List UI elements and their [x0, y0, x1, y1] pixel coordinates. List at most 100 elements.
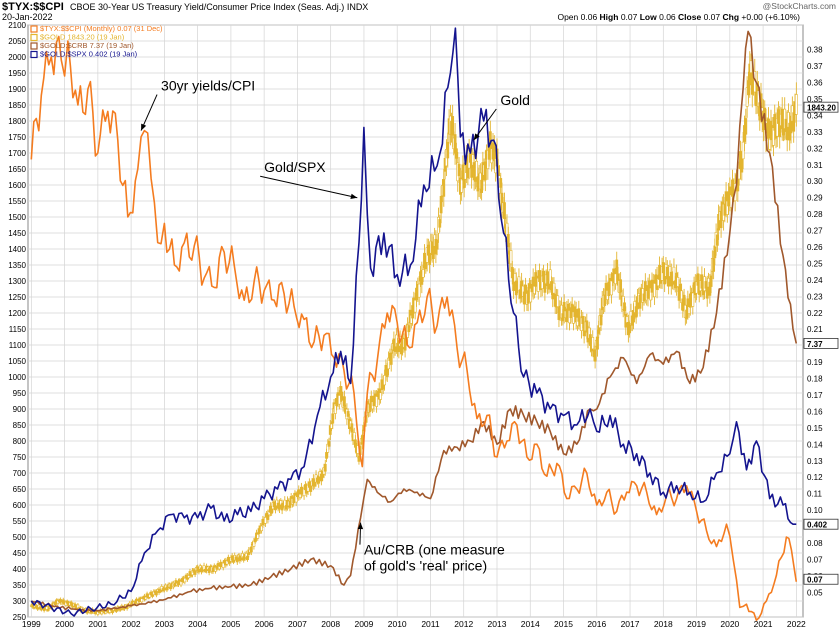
gold-bar-body [483, 161, 487, 181]
gold-bar-body [46, 608, 50, 612]
x-tick-label: 2022 [787, 619, 806, 629]
x-tick-label: 2002 [122, 619, 141, 629]
x-tick-label: 2004 [188, 619, 207, 629]
gold-bar-body [503, 202, 506, 219]
right-tick-label: 0.11 [807, 490, 823, 499]
left-tick-label: 1400 [8, 245, 26, 254]
x-tick-label: 2018 [654, 619, 673, 629]
x-tick-label: 2013 [488, 619, 507, 629]
axis-layer: 1999 2000 2001 2002 2003 2004 2005 2006 2007 2008… [8, 21, 823, 629]
gold-bar-body [533, 285, 536, 295]
gold-bar-body [593, 349, 597, 362]
x-tick-label: 1999 [22, 619, 41, 629]
legend-swatch [30, 25, 38, 33]
left-tick-label: 1350 [8, 261, 26, 270]
low-value: 0.06 [659, 12, 676, 22]
gold-bar-body [442, 179, 446, 197]
last-value-tag: 7.37 [807, 340, 823, 349]
left-tick-label: 1200 [8, 309, 26, 318]
ohlc-readout: Open 0.06 High 0.07 Low 0.06 Close 0.07 … [557, 12, 800, 22]
gold-bar-body [169, 584, 173, 590]
gold-bar-body [610, 280, 613, 296]
gold-bar-body [270, 508, 274, 514]
left-tick-label: 1750 [8, 133, 26, 142]
legend-swatch [30, 42, 38, 50]
gold-bar-body [687, 306, 691, 314]
right-tick-label: 0.38 [807, 46, 823, 55]
left-tick-label: 1800 [8, 117, 26, 126]
gold-bar-body [253, 538, 257, 543]
annotation-text: Au/CRB (one measure [364, 542, 505, 558]
gold-bar-body [313, 482, 317, 487]
left-tick-label: 350 [13, 581, 27, 590]
gold-bar-body [709, 275, 713, 287]
gold-bar-body [389, 352, 393, 365]
series-line-0 [30, 35, 798, 621]
left-tick-label: 1100 [9, 341, 27, 350]
gold-bar-body [331, 413, 335, 424]
annotation-arrowhead [357, 522, 364, 530]
gold-bar-body [288, 501, 292, 508]
left-tick-label: 1850 [8, 101, 26, 110]
annotation-arrow [140, 94, 158, 131]
left-tick-label: 1150 [9, 325, 27, 334]
left-tick-label: 1450 [8, 229, 26, 238]
left-tick-label: 400 [13, 565, 27, 574]
gold-bar-body [246, 555, 249, 560]
left-tick-label: 1950 [8, 69, 26, 78]
right-tick-label: 0.21 [807, 325, 823, 334]
gold-bar-body [413, 299, 417, 313]
right-tick-label: 0.14 [807, 440, 823, 449]
gold-bar-body [737, 167, 741, 180]
gold-bar-body [653, 283, 656, 298]
last-value-tag: 0.07 [807, 576, 823, 585]
left-tick-label: 1900 [8, 85, 26, 94]
x-tick-label: 2015 [554, 619, 573, 629]
low-label: Low [639, 12, 657, 22]
left-tick-label: 600 [13, 501, 27, 510]
left-tick-label: 2050 [8, 37, 26, 46]
x-tick-label: 2003 [155, 619, 174, 629]
left-tick-label: 450 [13, 549, 27, 558]
annotation-text: Gold/SPX [264, 159, 326, 175]
last-value-tag-box [803, 101, 839, 113]
x-tick-label: 2010 [388, 619, 407, 629]
gold-bar-body [792, 112, 796, 132]
gold-bar-body [638, 294, 642, 309]
legend-entry: $GOLD 1843.20 (19 Jan) [40, 33, 125, 42]
chart-description: CBOE 30-Year US Treasury Yield/Consumer … [70, 2, 368, 12]
x-tick-label: 2006 [255, 619, 274, 629]
left-tick-label: 750 [13, 453, 27, 462]
right-tick-label: 0.36 [807, 79, 823, 88]
gold-bar-body [256, 534, 260, 539]
exchange-label: INDX [346, 2, 369, 12]
gold-bar-body [741, 141, 745, 160]
gold-bar-body [383, 375, 386, 386]
x-tick-label: 2011 [421, 619, 440, 629]
last-value-tags: 1843.20 7.37 0.402 0.07 [803, 101, 839, 585]
gold-bar-body [439, 195, 443, 214]
high-value: 0.07 [620, 12, 638, 22]
legend-entry: $TYX:$$CPI (Monthly) 0.07 (31 Dec) [40, 24, 163, 33]
series-line-2 [31, 30, 798, 613]
annotation-arrow [260, 175, 358, 199]
gold-bar-body [510, 267, 514, 279]
series-gold [29, 51, 798, 617]
last-value-tag-box [803, 337, 839, 349]
legend-swatch [30, 33, 38, 42]
left-tick-label: 550 [13, 517, 27, 526]
gold-bar-body [628, 324, 632, 334]
right-tick-label: 0.33 [807, 128, 823, 137]
gold-bar-body [749, 60, 753, 73]
gold-bar-body [221, 562, 225, 568]
last-value-tag: 0.402 [807, 521, 828, 530]
gold-bar-body [407, 325, 411, 333]
right-tick-label: 0.30 [807, 177, 823, 186]
gold-bar-body [615, 259, 619, 274]
gold-bar-body [325, 452, 328, 459]
gold-bar-body [298, 493, 302, 498]
gold-bar-body [744, 118, 748, 135]
grid-layer [28, 24, 803, 618]
close-label: Close [678, 12, 702, 22]
